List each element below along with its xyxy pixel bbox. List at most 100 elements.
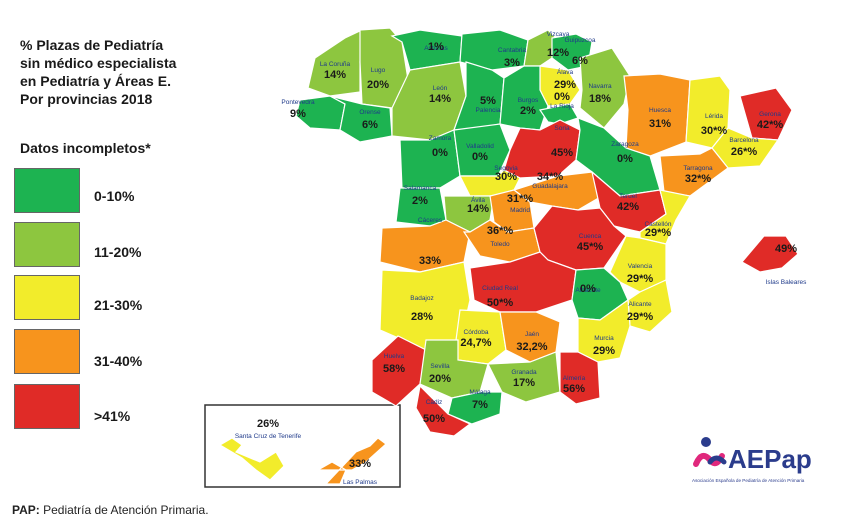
legend-label-11-20: 11-20% <box>94 244 142 260</box>
province-name-badajoz: Badajoz <box>410 295 434 302</box>
province-name-salamanca: Salamanca <box>404 185 437 192</box>
province-las-palmas <box>315 437 387 485</box>
province-name-soria: Soria <box>554 125 570 132</box>
province-name-alava: Álava <box>557 67 574 76</box>
province-name-madrid: Madrid <box>510 207 530 214</box>
province-name-islas-baleares: Islas Baleares <box>766 279 808 286</box>
province-name-leon: León <box>433 85 448 92</box>
province-value-lugo: 20% <box>367 79 389 91</box>
province-orense <box>329 95 393 143</box>
province-huesca <box>623 73 691 157</box>
legend-swatch-31-40 <box>14 329 80 374</box>
legend-swatch-41-plus <box>14 384 80 429</box>
legend-label-0-10: 0-10% <box>94 188 135 204</box>
province-name-huesca: Huesca <box>649 107 671 114</box>
legend-label-21-30: 21-30% <box>94 297 143 313</box>
province-valladolid <box>453 123 511 177</box>
province-name-toledo: Toledo <box>490 241 510 248</box>
legend-subtitle: Datos incompletos* <box>20 140 151 156</box>
province-value-cuenca: 45*% <box>577 241 604 253</box>
province-value-albacete: 0% <box>580 283 596 295</box>
province-value-malaga: 7% <box>472 399 488 411</box>
province-name-lugo: Lugo <box>371 67 386 74</box>
footer-abbr: PAP: <box>12 503 40 517</box>
province-value-castellon: 29*% <box>645 227 672 239</box>
province-value-islas-baleares: 49% <box>775 243 797 255</box>
province-value-asturias: 1% <box>428 41 444 53</box>
province-burgos <box>499 65 549 131</box>
province-name-segovia: Segovia <box>494 165 518 172</box>
province-name-zamora: Zamora <box>429 135 452 142</box>
province-name-cuenca: Cuenca <box>579 233 602 240</box>
province-value-salamanca: 2% <box>412 195 428 207</box>
province-name-teruel: Teruel <box>619 193 637 200</box>
province-value-palencia: 5% <box>480 95 496 107</box>
province-value-tarragona: 32*% <box>685 173 712 185</box>
province-name-caceres: Cáceres <box>418 217 443 224</box>
province-name-huelva: Huelva <box>384 353 405 360</box>
province-value-madrid: 31*% <box>507 193 534 205</box>
province-value-pontevedra: 9% <box>290 108 306 120</box>
province-name-lerida: Lérida <box>705 113 723 120</box>
province-value-las-palmas: 33% <box>349 458 371 470</box>
province-value-caceres: 33% <box>419 255 441 267</box>
province-value-valencia: 29*% <box>627 273 654 285</box>
province-name-las-palmas: Las Palmas <box>343 479 378 486</box>
aepap-logo: AEPap Asociación Española de Pediatría d… <box>692 432 832 486</box>
province-name-asturias: Asturias <box>424 45 448 52</box>
province-cadiz <box>415 384 472 437</box>
province-value-leon: 14% <box>429 93 451 105</box>
province-la-rioja <box>539 103 579 125</box>
province-value-guadalajara: 34*% <box>537 171 564 183</box>
province-value-zaragoza: 0% <box>617 153 633 165</box>
province-value-valladolid: 0% <box>472 151 488 163</box>
province-value-almeria: 56% <box>563 383 585 395</box>
province-value-segovia: 30% <box>495 171 517 183</box>
province-value-guipuzcoa: 6% <box>572 55 588 67</box>
province-la-coruna <box>307 29 363 97</box>
map-title: % Plazas de Pediatría sin médico especia… <box>20 37 177 107</box>
province-value-teruel: 42% <box>617 201 639 213</box>
province-value-sevilla: 20% <box>429 373 451 385</box>
province-value-ciudad-real: 50*% <box>487 297 514 309</box>
province-name-burgos: Burgos <box>518 97 539 104</box>
province-value-alicante: 29*% <box>627 311 654 323</box>
province-name-alicante: Alicante <box>628 301 652 308</box>
province-name-barcelona: Barcelona <box>729 137 759 144</box>
province-name-ciudad-real: Ciudad Real <box>482 285 518 292</box>
province-name-vizcaya: Vizcaya <box>547 31 570 38</box>
province-gerona <box>739 87 793 141</box>
province-value-soria: 45% <box>551 147 573 159</box>
province-santa-cruz-de-tenerife <box>218 437 285 481</box>
province-value-gerona: 42*% <box>757 119 784 131</box>
legend-swatch-21-30 <box>14 275 80 320</box>
province-value-santa-cruz-de-tenerife: 26% <box>257 418 279 430</box>
province-caceres <box>379 219 471 273</box>
province-name-pontevedra: Pontevedra <box>281 99 315 106</box>
province-name-navarra: Navarra <box>588 83 612 90</box>
province-value-burgos: 2% <box>520 105 536 117</box>
province-value-avila: 14% <box>467 203 489 215</box>
aepap-logo-mark: AEPap Asociación Española de Pediatría d… <box>692 437 812 483</box>
footer-note: PAP: Pediatría de Atención Primaria. <box>12 503 209 517</box>
province-tarragona <box>659 147 729 197</box>
province-value-huelva: 58% <box>383 363 405 375</box>
province-name-sevilla: Sevilla <box>430 363 450 370</box>
province-value-huesca: 31% <box>649 118 671 130</box>
province-name-tarragona: Tarragona <box>683 165 713 172</box>
province-navarra <box>579 47 631 129</box>
province-name-valladolid: Valladolid <box>466 143 494 150</box>
province-value-cadiz: 50% <box>423 413 445 425</box>
province-value-granada: 17% <box>513 377 535 389</box>
legend-swatch-0-10 <box>14 168 80 213</box>
province-value-vizcaya: 12% <box>547 47 569 59</box>
province-name-cordoba: Córdoba <box>464 329 489 336</box>
province-name-malaga: Málaga <box>469 389 491 396</box>
footer-text: Pediatría de Atención Primaria. <box>39 503 209 517</box>
province-sevilla <box>419 339 489 399</box>
legend-swatch-11-20 <box>14 222 80 267</box>
province-name-granada: Granada <box>511 369 537 376</box>
province-name-la-coruna: La Coruña <box>320 61 351 68</box>
province-almeria <box>559 351 601 405</box>
province-name-santa-cruz-de-tenerife: Santa Cruz de Tenerife <box>235 433 302 440</box>
